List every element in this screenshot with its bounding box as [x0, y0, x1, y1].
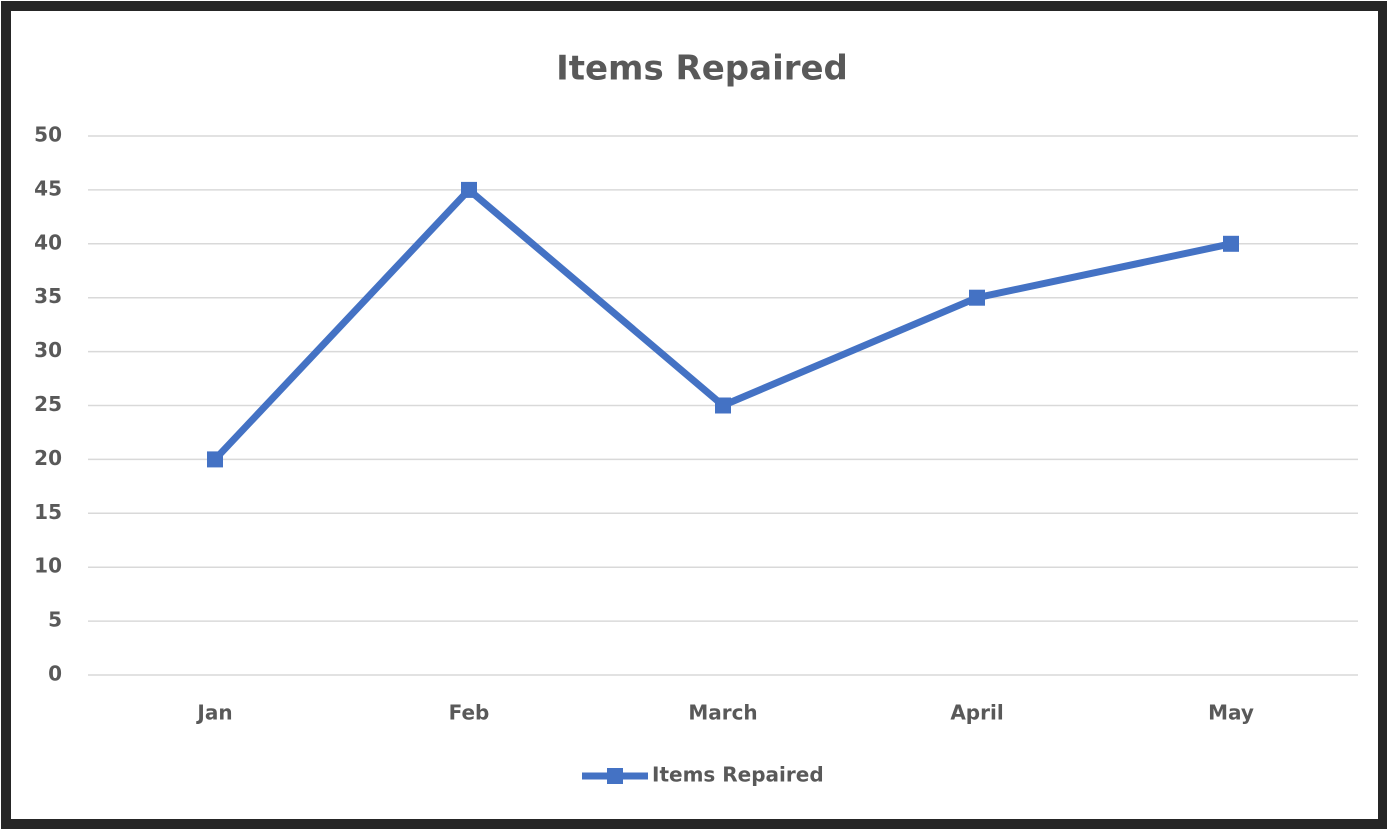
y-tick-label: 45 — [34, 176, 62, 200]
marker — [715, 397, 731, 414]
legend-label: Items Repaired — [652, 763, 824, 787]
y-tick-label: 50 — [34, 123, 62, 147]
marker — [461, 181, 477, 198]
y-tick-label: 35 — [34, 284, 62, 308]
x-tick-label: Jan — [195, 701, 232, 725]
y-tick-label: 40 — [34, 230, 62, 254]
x-tick-label: May — [1208, 701, 1254, 725]
y-tick-label: 0 — [48, 662, 62, 686]
y-tick-label: 15 — [34, 500, 62, 524]
legend-marker — [607, 768, 623, 784]
x-tick-label: Feb — [449, 701, 490, 725]
x-tick-label: April — [950, 701, 1003, 725]
y-tick-label: 20 — [34, 446, 62, 470]
y-tick-label: 30 — [34, 338, 62, 362]
x-tick-label: March — [688, 701, 757, 725]
chart-title: Items Repaired — [556, 49, 848, 89]
y-tick-label: 10 — [34, 554, 62, 578]
marker — [969, 289, 985, 306]
y-tick-label: 5 — [48, 608, 62, 632]
marker — [207, 451, 223, 468]
y-tick-label: 25 — [34, 392, 62, 416]
marker — [1223, 235, 1239, 252]
